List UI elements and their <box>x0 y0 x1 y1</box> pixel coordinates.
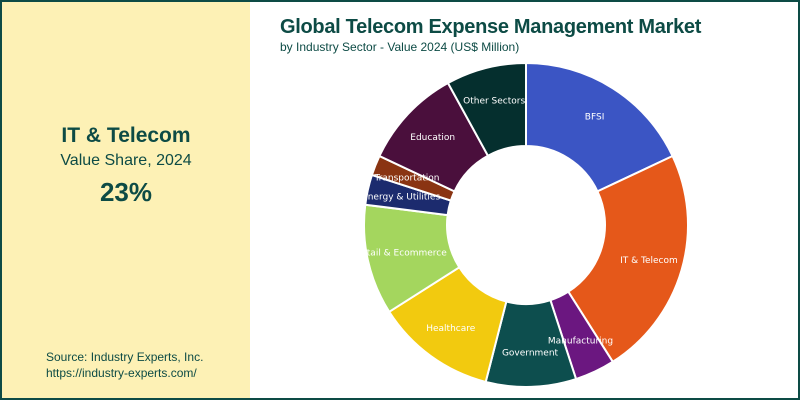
slice-label-government: Government <box>502 348 559 358</box>
slice-label-healthcare: Healthcare <box>426 324 476 334</box>
chart-subtitle: by Industry Sector - Value 2024 (US$ Mil… <box>280 40 520 54</box>
slice-other-sectors[interactable] <box>446 61 527 158</box>
source-text: Source: Industry Experts, Inc. <box>46 350 204 364</box>
slice-labels: BFSI IT & Telecom Manufacturing Government H… <box>355 97 677 359</box>
source-note: Source: Industry Experts, Inc. https://i… <box>46 349 203 381</box>
slice-label-other-sectors: Other Sectors <box>463 97 525 107</box>
donut-chart: BFSI IT & Telecom Manufacturing Government H… <box>355 61 689 388</box>
slice-label-manufacturing: Manufacturing <box>548 336 613 346</box>
slice-it-and-telecom[interactable] <box>566 154 689 364</box>
highlight-title: IT & Telecom <box>61 124 191 147</box>
chart-title: Global Telecom Expense Management Market <box>280 16 702 38</box>
slice-label-retail-and-ecommerce: Retail & Ecommerce <box>355 248 447 258</box>
highlight-box: IT & Telecom Value Share, 2024 23% <box>2 124 250 208</box>
highlight-panel: IT & Telecom Value Share, 2024 23% Sourc… <box>2 2 250 398</box>
slice-label-bfsi: BFSI <box>585 112 605 122</box>
slice-label-transportation: Transportation <box>373 173 439 183</box>
slice-bfsi[interactable] <box>525 61 674 193</box>
slice-label-energy-and-utilities: Energy & Utilities <box>362 193 440 203</box>
slice-label-it-and-telecom: IT & Telecom <box>620 256 678 266</box>
donut-slices <box>363 61 689 388</box>
slice-label-education: Education <box>410 133 455 143</box>
source-url[interactable]: https://industry-experts.com/ <box>46 366 197 380</box>
highlight-value: 23% <box>99 177 153 207</box>
highlight-subtitle: Value Share, 2024 <box>60 152 192 169</box>
